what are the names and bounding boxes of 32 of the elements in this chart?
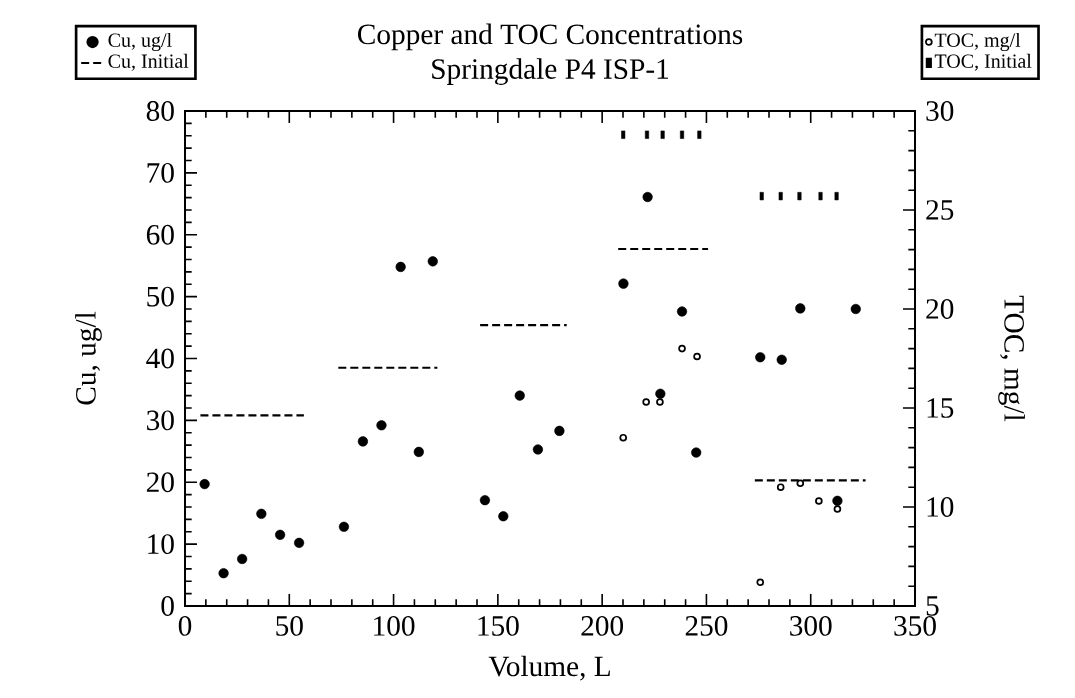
y2-tick-label: 5	[926, 596, 939, 616]
y2-tick-label: 30	[926, 101, 954, 121]
legend-label: TOC, Initial	[934, 53, 1032, 71]
y2-tick-label: 25	[926, 200, 954, 220]
legend-label: Cu, Initial	[108, 53, 189, 71]
y2-tick-label: 10	[927, 497, 954, 517]
y-tick-label: 60	[146, 224, 174, 245]
x-tick-label: 200	[581, 616, 624, 636]
y2-tick-label: 20	[926, 299, 954, 319]
x-tick-label: 300	[790, 616, 832, 636]
y-tick-label: 10	[148, 534, 174, 555]
x-tick-label: 0	[178, 616, 192, 636]
x-tick-label: 350	[894, 616, 936, 636]
y2-axis-title: TOC, mg/l	[998, 295, 1025, 422]
x-tick-label: 50	[276, 616, 303, 636]
y-tick-label: 20	[146, 472, 174, 493]
chart-title: Copper and TOC Concentrations	[358, 23, 743, 51]
legend-label: Cu, ug/l	[108, 32, 172, 52]
y-axis-title: Cu, ug/l	[75, 311, 102, 405]
y-tick-label: 0	[161, 596, 174, 616]
y-tick-label: 70	[147, 162, 174, 183]
x-tick-label: 100	[374, 616, 415, 636]
x-tick-label: 150	[478, 616, 519, 636]
y-tick-label: 40	[146, 348, 174, 369]
y-tick-label: 30	[147, 410, 174, 431]
x-tick-label: 250	[685, 616, 728, 636]
x-axis-title: Volume, L	[488, 655, 610, 681]
legend-label: TOC, mg/l	[934, 32, 1021, 52]
chart-subtitle: Springdale P4 ISP-1	[432, 58, 669, 85]
y2-tick-label: 15	[927, 398, 954, 418]
y-tick-label: 50	[147, 286, 174, 307]
y-tick-label: 80	[146, 101, 174, 121]
